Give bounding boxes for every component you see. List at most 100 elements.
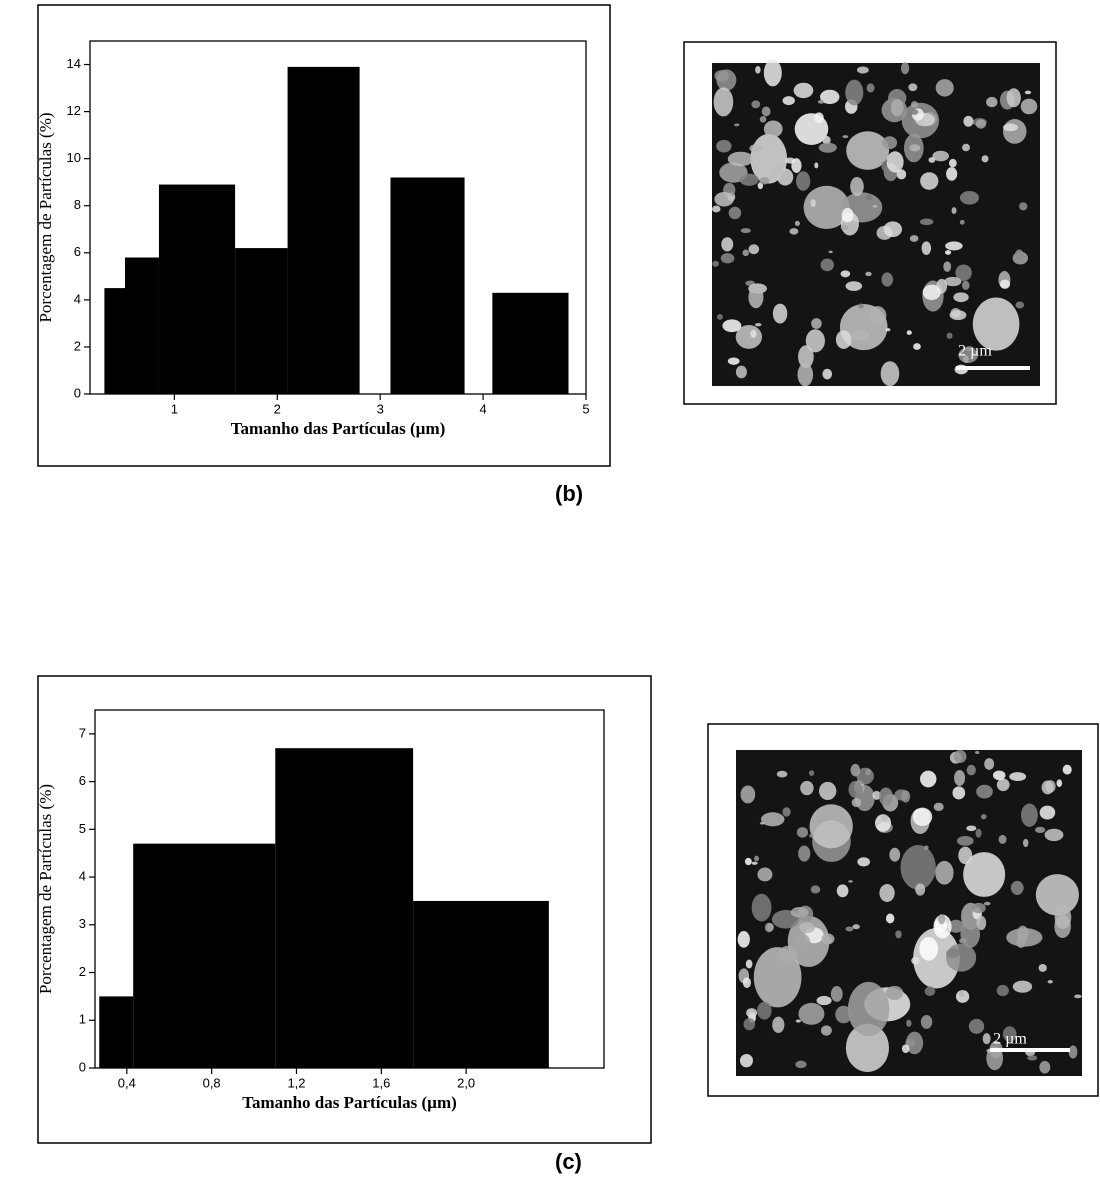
- particle: [949, 159, 957, 167]
- particle: [999, 835, 1007, 844]
- particle: [954, 750, 967, 763]
- particle: [721, 237, 733, 251]
- particle: [761, 812, 784, 826]
- particle: [952, 207, 957, 214]
- x-tick-label: 0,4: [118, 1075, 136, 1090]
- particle: [945, 241, 963, 250]
- y-axis-label: Porcentagem de Partículas (%): [36, 112, 55, 322]
- bar: [104, 288, 125, 394]
- particle: [797, 827, 808, 837]
- particle: [938, 914, 945, 924]
- particle: [1055, 906, 1072, 929]
- x-tick-label: 3: [377, 401, 384, 416]
- particle: [936, 79, 954, 97]
- particle: [986, 97, 997, 107]
- particle: [740, 1054, 753, 1067]
- particle: [778, 946, 797, 964]
- particle: [857, 67, 869, 74]
- particle: [969, 1019, 984, 1034]
- particle: [836, 330, 852, 349]
- particle: [1021, 803, 1038, 827]
- particle: [809, 834, 813, 838]
- particle: [922, 241, 932, 255]
- particle: [744, 1018, 756, 1030]
- particle: [722, 319, 741, 332]
- particle: [910, 109, 918, 115]
- bar: [159, 185, 235, 394]
- bar: [288, 67, 360, 394]
- particle: [982, 155, 989, 162]
- panel-label: (b): [555, 481, 583, 506]
- particle: [1048, 980, 1053, 983]
- particle: [897, 169, 907, 179]
- particle: [712, 261, 719, 267]
- particle: [1021, 99, 1038, 115]
- particle: [981, 814, 987, 819]
- particle: [729, 207, 742, 219]
- particle: [1074, 995, 1082, 999]
- particle: [976, 829, 982, 838]
- particle: [1039, 964, 1047, 972]
- particle: [789, 228, 798, 234]
- particle: [714, 87, 734, 116]
- particle: [857, 857, 870, 866]
- scale-bar-label: 2 µm: [958, 343, 992, 360]
- particle: [900, 845, 935, 890]
- particle: [977, 916, 987, 930]
- particle: [742, 249, 749, 256]
- x-tick-label: 2: [274, 401, 281, 416]
- particle: [907, 330, 912, 335]
- particle: [960, 191, 979, 205]
- particle: [959, 990, 964, 997]
- particle: [935, 861, 953, 885]
- particle: [953, 292, 968, 302]
- y-tick-label: 5: [79, 821, 86, 836]
- particle: [925, 986, 936, 996]
- particle: [867, 83, 875, 92]
- particle: [1039, 1061, 1050, 1074]
- particle: [757, 1002, 772, 1020]
- y-axis-label: Porcentagem de Partículas (%): [36, 784, 55, 994]
- particle: [879, 884, 894, 902]
- particle: [821, 933, 834, 944]
- particle: [794, 83, 814, 98]
- particle: [975, 751, 979, 754]
- particle: [821, 259, 834, 272]
- particle: [846, 927, 854, 932]
- particle: [760, 822, 765, 825]
- bar: [133, 844, 275, 1068]
- particle: [773, 304, 787, 324]
- particle: [967, 765, 976, 776]
- particle: [944, 277, 961, 286]
- particle: [750, 330, 756, 338]
- particle: [889, 848, 900, 862]
- particle: [943, 261, 951, 272]
- particle: [886, 328, 891, 331]
- particle: [886, 913, 894, 923]
- particle: [728, 152, 754, 167]
- particle: [906, 1020, 911, 1027]
- particle: [800, 781, 813, 795]
- particle: [811, 885, 821, 893]
- particle: [1011, 881, 1024, 895]
- bar: [99, 996, 133, 1068]
- particle: [796, 171, 810, 191]
- particle: [879, 787, 893, 805]
- bar: [390, 177, 464, 394]
- x-tick-label: 0,8: [203, 1075, 221, 1090]
- particle: [755, 323, 762, 326]
- particle: [797, 363, 813, 386]
- particle: [976, 119, 986, 128]
- y-tick-label: 0: [74, 385, 81, 400]
- particle: [749, 144, 763, 152]
- particle: [845, 80, 863, 106]
- particle: [1009, 772, 1026, 781]
- particle: [852, 798, 862, 807]
- bar: [275, 748, 413, 1068]
- particle: [911, 101, 918, 108]
- micrograph: 2 µm: [712, 59, 1040, 386]
- y-tick-label: 3: [79, 916, 86, 931]
- particle: [983, 1033, 991, 1044]
- particle: [791, 907, 809, 918]
- particle: [746, 960, 753, 969]
